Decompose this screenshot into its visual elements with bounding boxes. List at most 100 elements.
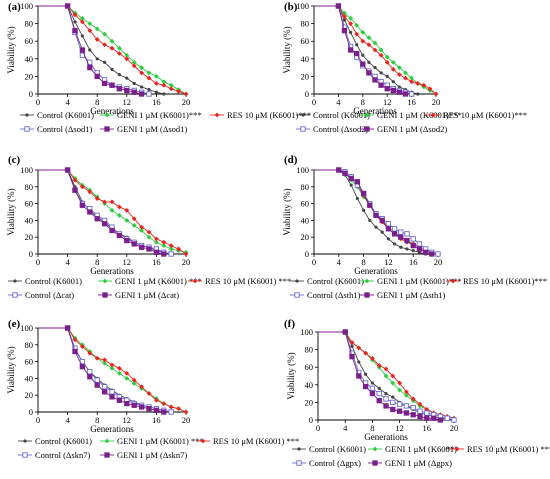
data-point (336, 167, 342, 173)
data-point (364, 372, 368, 376)
data-point (362, 383, 369, 390)
data-point (102, 31, 107, 37)
y-tick-label: 80 (305, 345, 314, 355)
data-point (422, 249, 429, 255)
data-point (102, 199, 107, 205)
data-point (370, 356, 375, 361)
data-point (383, 396, 389, 402)
data-point (176, 88, 181, 94)
data-point (403, 410, 410, 416)
data-point (79, 202, 86, 208)
data-point (367, 60, 371, 64)
data-point (366, 35, 372, 41)
legend-label: Control (K6001) (307, 276, 364, 286)
data-point (390, 380, 396, 386)
data-point (87, 189, 93, 195)
x-tick-label: 20 (432, 97, 441, 107)
data-point (183, 91, 189, 97)
chart-panel: (d) 0 20 40 60 80 100 0 4 8 12 16 20 Generations Viabi… (282, 154, 547, 300)
data-point (397, 380, 402, 386)
data-point (131, 89, 137, 95)
y-tick-label: 60 (301, 199, 310, 209)
data-point (410, 412, 416, 418)
data-point (404, 237, 410, 244)
data-point (146, 391, 152, 396)
data-point (397, 387, 402, 393)
data-point (146, 75, 152, 81)
legend-label: Control (Δsth1) (307, 290, 361, 300)
data-point (154, 74, 159, 79)
x-tick-label: 12 (123, 415, 132, 425)
y-tick-label: 60 (305, 362, 314, 372)
data-point (64, 325, 71, 331)
x-tick-label: 12 (384, 257, 393, 267)
data-point (349, 30, 353, 34)
legend-marker (102, 278, 108, 284)
y-tick-label: 0 (29, 249, 33, 259)
data-point (109, 199, 115, 205)
data-point (355, 43, 359, 47)
y-tick-label: 20 (305, 397, 314, 407)
y-tick-label: 40 (301, 54, 310, 64)
legend-marker (364, 112, 370, 118)
panel-label: (e) (8, 318, 21, 330)
data-point (116, 86, 123, 92)
data-point (397, 65, 402, 70)
data-point (416, 92, 420, 96)
legend-label: Control (K6001) (37, 110, 94, 120)
legend-marker (301, 113, 305, 117)
data-point (402, 91, 409, 97)
legend-marker (23, 439, 27, 443)
data-point (342, 329, 348, 335)
legend-label: GENI 1 μM (K6001) (385, 444, 457, 454)
legend-label: GENI 1 μM (Δgpx) (385, 458, 452, 468)
legend-marker (24, 126, 30, 132)
legend-label: Control (Δskn7) (35, 450, 90, 460)
data-point (410, 236, 416, 242)
data-point (146, 70, 152, 76)
data-point (88, 48, 92, 52)
y-tick-label: 40 (25, 54, 34, 64)
series-line (314, 5, 406, 95)
data-point (183, 409, 189, 415)
legend-marker (13, 279, 17, 283)
legend-label: RES 10 μM (K6001)*** (463, 276, 547, 286)
data-point (161, 401, 167, 406)
data-point (356, 373, 362, 379)
y-tick-label: 80 (25, 340, 34, 350)
legend-marker (104, 438, 110, 444)
series-line (38, 327, 172, 413)
data-point (379, 71, 383, 75)
y-tick-label: 60 (25, 199, 34, 209)
legend-marker (12, 292, 18, 298)
y-tick-label: 20 (25, 71, 34, 81)
data-point (131, 59, 137, 65)
data-point (390, 66, 396, 72)
data-point (424, 410, 430, 416)
data-point (357, 360, 361, 364)
series-line (38, 327, 172, 413)
data-point (109, 45, 115, 51)
data-point (80, 19, 85, 25)
x-tick-label: 8 (95, 97, 99, 107)
x-tick-label: 20 (434, 257, 443, 267)
x-tick-label: 12 (123, 257, 132, 267)
data-point (87, 369, 93, 375)
y-tick-label: 20 (25, 232, 34, 242)
data-point (101, 221, 108, 227)
x-tick-label: 0 (312, 257, 316, 267)
legend-marker (372, 460, 378, 466)
data-point (350, 344, 354, 348)
data-point (409, 79, 414, 85)
data-point (366, 42, 372, 48)
panel-label: (d) (284, 154, 298, 166)
data-point (360, 38, 366, 44)
y-tick-label: 80 (25, 19, 34, 29)
data-point (403, 70, 408, 76)
data-point (87, 374, 93, 380)
data-point (154, 236, 159, 242)
series-line (38, 5, 150, 95)
series-line (38, 327, 164, 413)
